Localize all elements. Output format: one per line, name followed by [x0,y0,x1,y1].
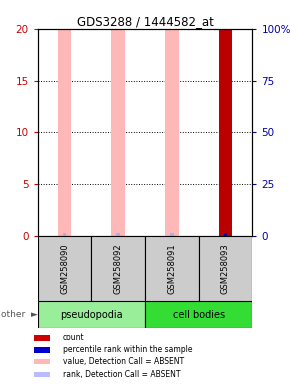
Text: cell bodies: cell bodies [173,310,225,320]
Bar [111,29,125,236]
Bar [91,236,145,301]
Bar [38,236,91,301]
Title: GDS3288 / 1444582_at: GDS3288 / 1444582_at [77,15,213,28]
Text: other  ►: other ► [1,310,38,319]
Bar [35,335,50,341]
Text: count: count [63,333,84,343]
Bar [199,236,252,301]
Bar [145,301,252,328]
Text: GSM258090: GSM258090 [60,243,69,294]
Text: value, Detection Call = ABSENT: value, Detection Call = ABSENT [63,357,184,366]
Bar [38,301,145,328]
Bar [35,359,50,364]
Text: GSM258091: GSM258091 [167,243,176,294]
Bar [35,347,50,353]
Bar [35,372,50,377]
Bar [219,29,232,236]
Bar [63,233,66,236]
Text: pseudopodia: pseudopodia [60,310,123,320]
Text: GSM258092: GSM258092 [114,243,123,294]
Text: percentile rank within the sample: percentile rank within the sample [63,345,192,354]
Bar [58,29,71,236]
Bar [170,233,174,236]
Bar [116,233,120,236]
Bar [145,236,199,301]
Text: GSM258093: GSM258093 [221,243,230,294]
Text: rank, Detection Call = ABSENT: rank, Detection Call = ABSENT [63,370,180,379]
Bar [224,233,227,236]
Bar [165,29,179,236]
